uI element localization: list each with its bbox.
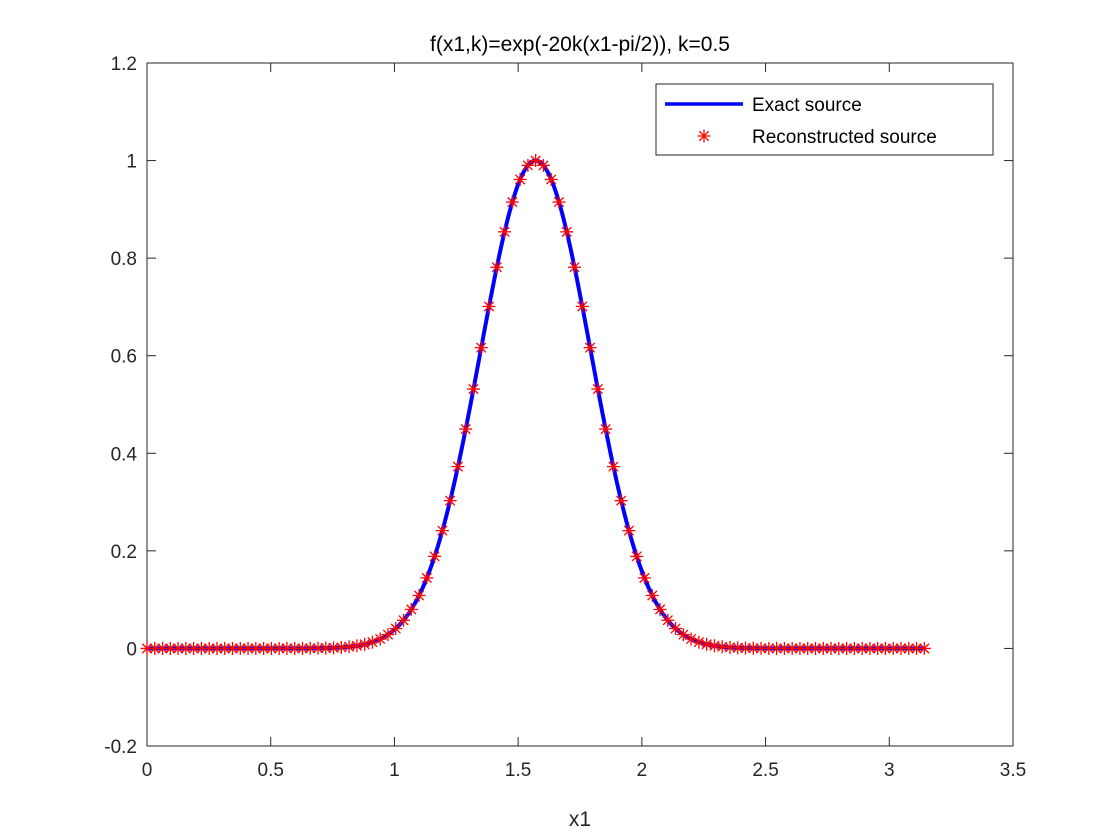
reconstructed-source-point xyxy=(249,641,263,655)
reconstructed-source-point xyxy=(762,641,776,655)
reconstructed-source-point xyxy=(459,422,473,436)
reconstructed-source-point xyxy=(319,641,333,655)
y-tick-label: -0.2 xyxy=(104,737,137,758)
reconstructed-source-point xyxy=(614,494,628,508)
y-tick-label: 0.2 xyxy=(111,542,137,563)
x-axis-label: x1 xyxy=(569,808,591,831)
reconstructed-source-point xyxy=(443,494,457,508)
reconstructed-source-point xyxy=(568,260,582,274)
reconstructed-source-point xyxy=(676,628,690,642)
reconstructed-source-point xyxy=(358,637,372,651)
y-tick-label: 0.6 xyxy=(111,347,137,368)
reconstructed-source-point xyxy=(412,588,426,602)
reconstructed-source-point xyxy=(847,641,861,655)
reconstructed-source-point xyxy=(482,299,496,313)
x-tick-label: 0.5 xyxy=(258,760,284,781)
x-tick-label: 2.5 xyxy=(752,760,778,781)
reconstructed-source-point xyxy=(606,460,620,474)
axis-ticks xyxy=(146,62,1014,747)
reconstructed-source-point xyxy=(661,613,675,627)
reconstructed-source-point xyxy=(498,225,512,239)
legend-label-exact: Exact source xyxy=(752,95,862,116)
reconstructed-source-point xyxy=(389,621,403,635)
plot-title: f(x1,k)=exp(-20k(x1-pi/2)), k=0.5 xyxy=(430,33,730,56)
reconstructed-source-point xyxy=(179,641,193,655)
reconstructed-source-point xyxy=(917,641,931,655)
reconstructed-source-point xyxy=(863,641,877,655)
reconstructed-source-point xyxy=(428,549,442,563)
reconstructed-source-point xyxy=(210,641,224,655)
reconstructed-source-point xyxy=(513,172,527,186)
reconstructed-source-point xyxy=(544,172,558,186)
legend-asterisk-swatch xyxy=(697,129,711,143)
reconstructed-source-point xyxy=(295,641,309,655)
reconstructed-source-point xyxy=(560,225,574,239)
reconstructed-source-point xyxy=(536,158,550,172)
reconstructed-source-point xyxy=(156,641,170,655)
reconstructed-source-point xyxy=(599,422,613,436)
reconstructed-source-point xyxy=(521,158,535,172)
axes-box xyxy=(146,62,1014,747)
reconstructed-source-point xyxy=(575,299,589,313)
reconstructed-source-point xyxy=(832,641,846,655)
y-tick-label: 1 xyxy=(126,152,137,173)
reconstructed-source-point xyxy=(373,632,387,646)
reconstructed-source-point xyxy=(505,195,519,209)
reconstructed-source-point xyxy=(397,613,411,627)
reconstructed-source-point xyxy=(381,628,395,642)
reconstructed-source-point xyxy=(622,524,636,538)
reconstructed-source-point xyxy=(466,382,480,396)
x-tick-label: 1 xyxy=(389,760,400,781)
reconstructed-source-point xyxy=(490,260,504,274)
x-tick-label: 3.5 xyxy=(1000,760,1026,781)
legend: Exact source Reconstructed source xyxy=(655,83,994,156)
axis-tick-labels: 0 0.5 1 1.5 2 2.5 3 3.5-0.200.20.40.60.811.2 xyxy=(104,54,1026,781)
y-tick-label: 1.2 xyxy=(111,54,137,75)
x-tick-label: 2 xyxy=(637,760,648,781)
reconstructed-source-point xyxy=(692,635,706,649)
reconstructed-source-point xyxy=(902,641,916,655)
reconstructed-source-point xyxy=(630,549,644,563)
reconstructed-source-point xyxy=(529,154,543,168)
reconstructed-source-point xyxy=(420,571,434,585)
x-tick-label: 3 xyxy=(884,760,895,781)
reconstructed-source-point xyxy=(637,571,651,585)
y-tick-label: 0 xyxy=(126,639,137,660)
y-tick-label: 0.4 xyxy=(111,444,138,465)
x-tick-label: 0 xyxy=(142,760,153,781)
reconstructed-source-point xyxy=(226,641,240,655)
y-tick-label: 0.8 xyxy=(111,249,137,270)
reconstructed-source-point xyxy=(435,524,449,538)
reconstructed-source-point xyxy=(163,641,177,655)
legend-label-reconstructed: Reconstructed source xyxy=(752,127,937,148)
reconstructed-source-point xyxy=(552,195,566,209)
reconstructed-source-point xyxy=(257,641,271,655)
reconstructed-source-point xyxy=(474,341,488,355)
plot-area xyxy=(140,154,931,655)
reconstructed-source-point xyxy=(653,602,667,616)
reconstructed-source-point xyxy=(451,460,465,474)
reconstructed-source-point xyxy=(669,621,683,635)
reconstructed-source-point xyxy=(645,588,659,602)
reconstructed-source-point xyxy=(591,382,605,396)
reconstructed-source-point xyxy=(404,602,418,616)
legend-box xyxy=(655,83,994,156)
reconstructed-source-point xyxy=(583,341,597,355)
x-tick-label: 1.5 xyxy=(505,760,531,781)
